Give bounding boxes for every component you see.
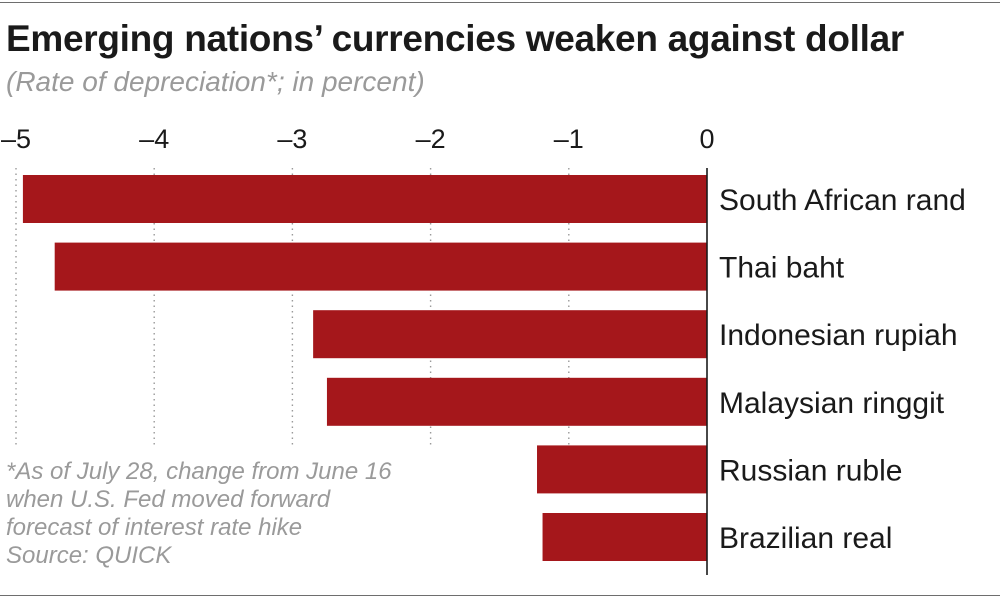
chart-title: Emerging nations’ currencies weaken agai… [6,18,904,59]
category-label: Russian ruble [719,454,902,487]
tick-label: –1 [554,124,584,154]
tick-label: –4 [139,124,169,154]
tick-label: 0 [699,124,714,154]
category-label: Thai baht [719,252,845,285]
tick-label: –2 [416,124,446,154]
footnote: *As of July 28, change from June 16 when… [6,458,392,570]
bar [54,242,708,291]
footnote-line: *As of July 28, change from June 16 [6,458,392,485]
source-line: Source: QUICK [6,542,172,569]
bar [537,445,707,494]
bottom-rule [0,595,1000,596]
tick-label: –5 [1,124,31,154]
category-label: Brazilian real [719,522,892,555]
tick-labels: –5 –4 –3 –2 –1 0 [1,124,715,154]
bar [326,377,707,426]
footnote-line: when U.S. Fed moved forward [6,486,331,513]
category-labels: South African rand Thai baht Indonesian ru… [719,184,966,555]
bar [22,175,708,223]
bars [22,175,708,561]
top-rule [0,2,1000,3]
tick-label: –3 [277,124,307,154]
category-label: Indonesian rupiah [719,319,958,352]
grid-lines [15,168,570,445]
bar [542,513,707,561]
footnote-line: forecast of interest rate hike [6,514,303,541]
category-label: South African rand [719,184,966,217]
category-label: Malaysian ringgit [719,387,945,420]
chart-subtitle: (Rate of depreciation*; in percent) [6,66,425,97]
bar [313,310,707,359]
